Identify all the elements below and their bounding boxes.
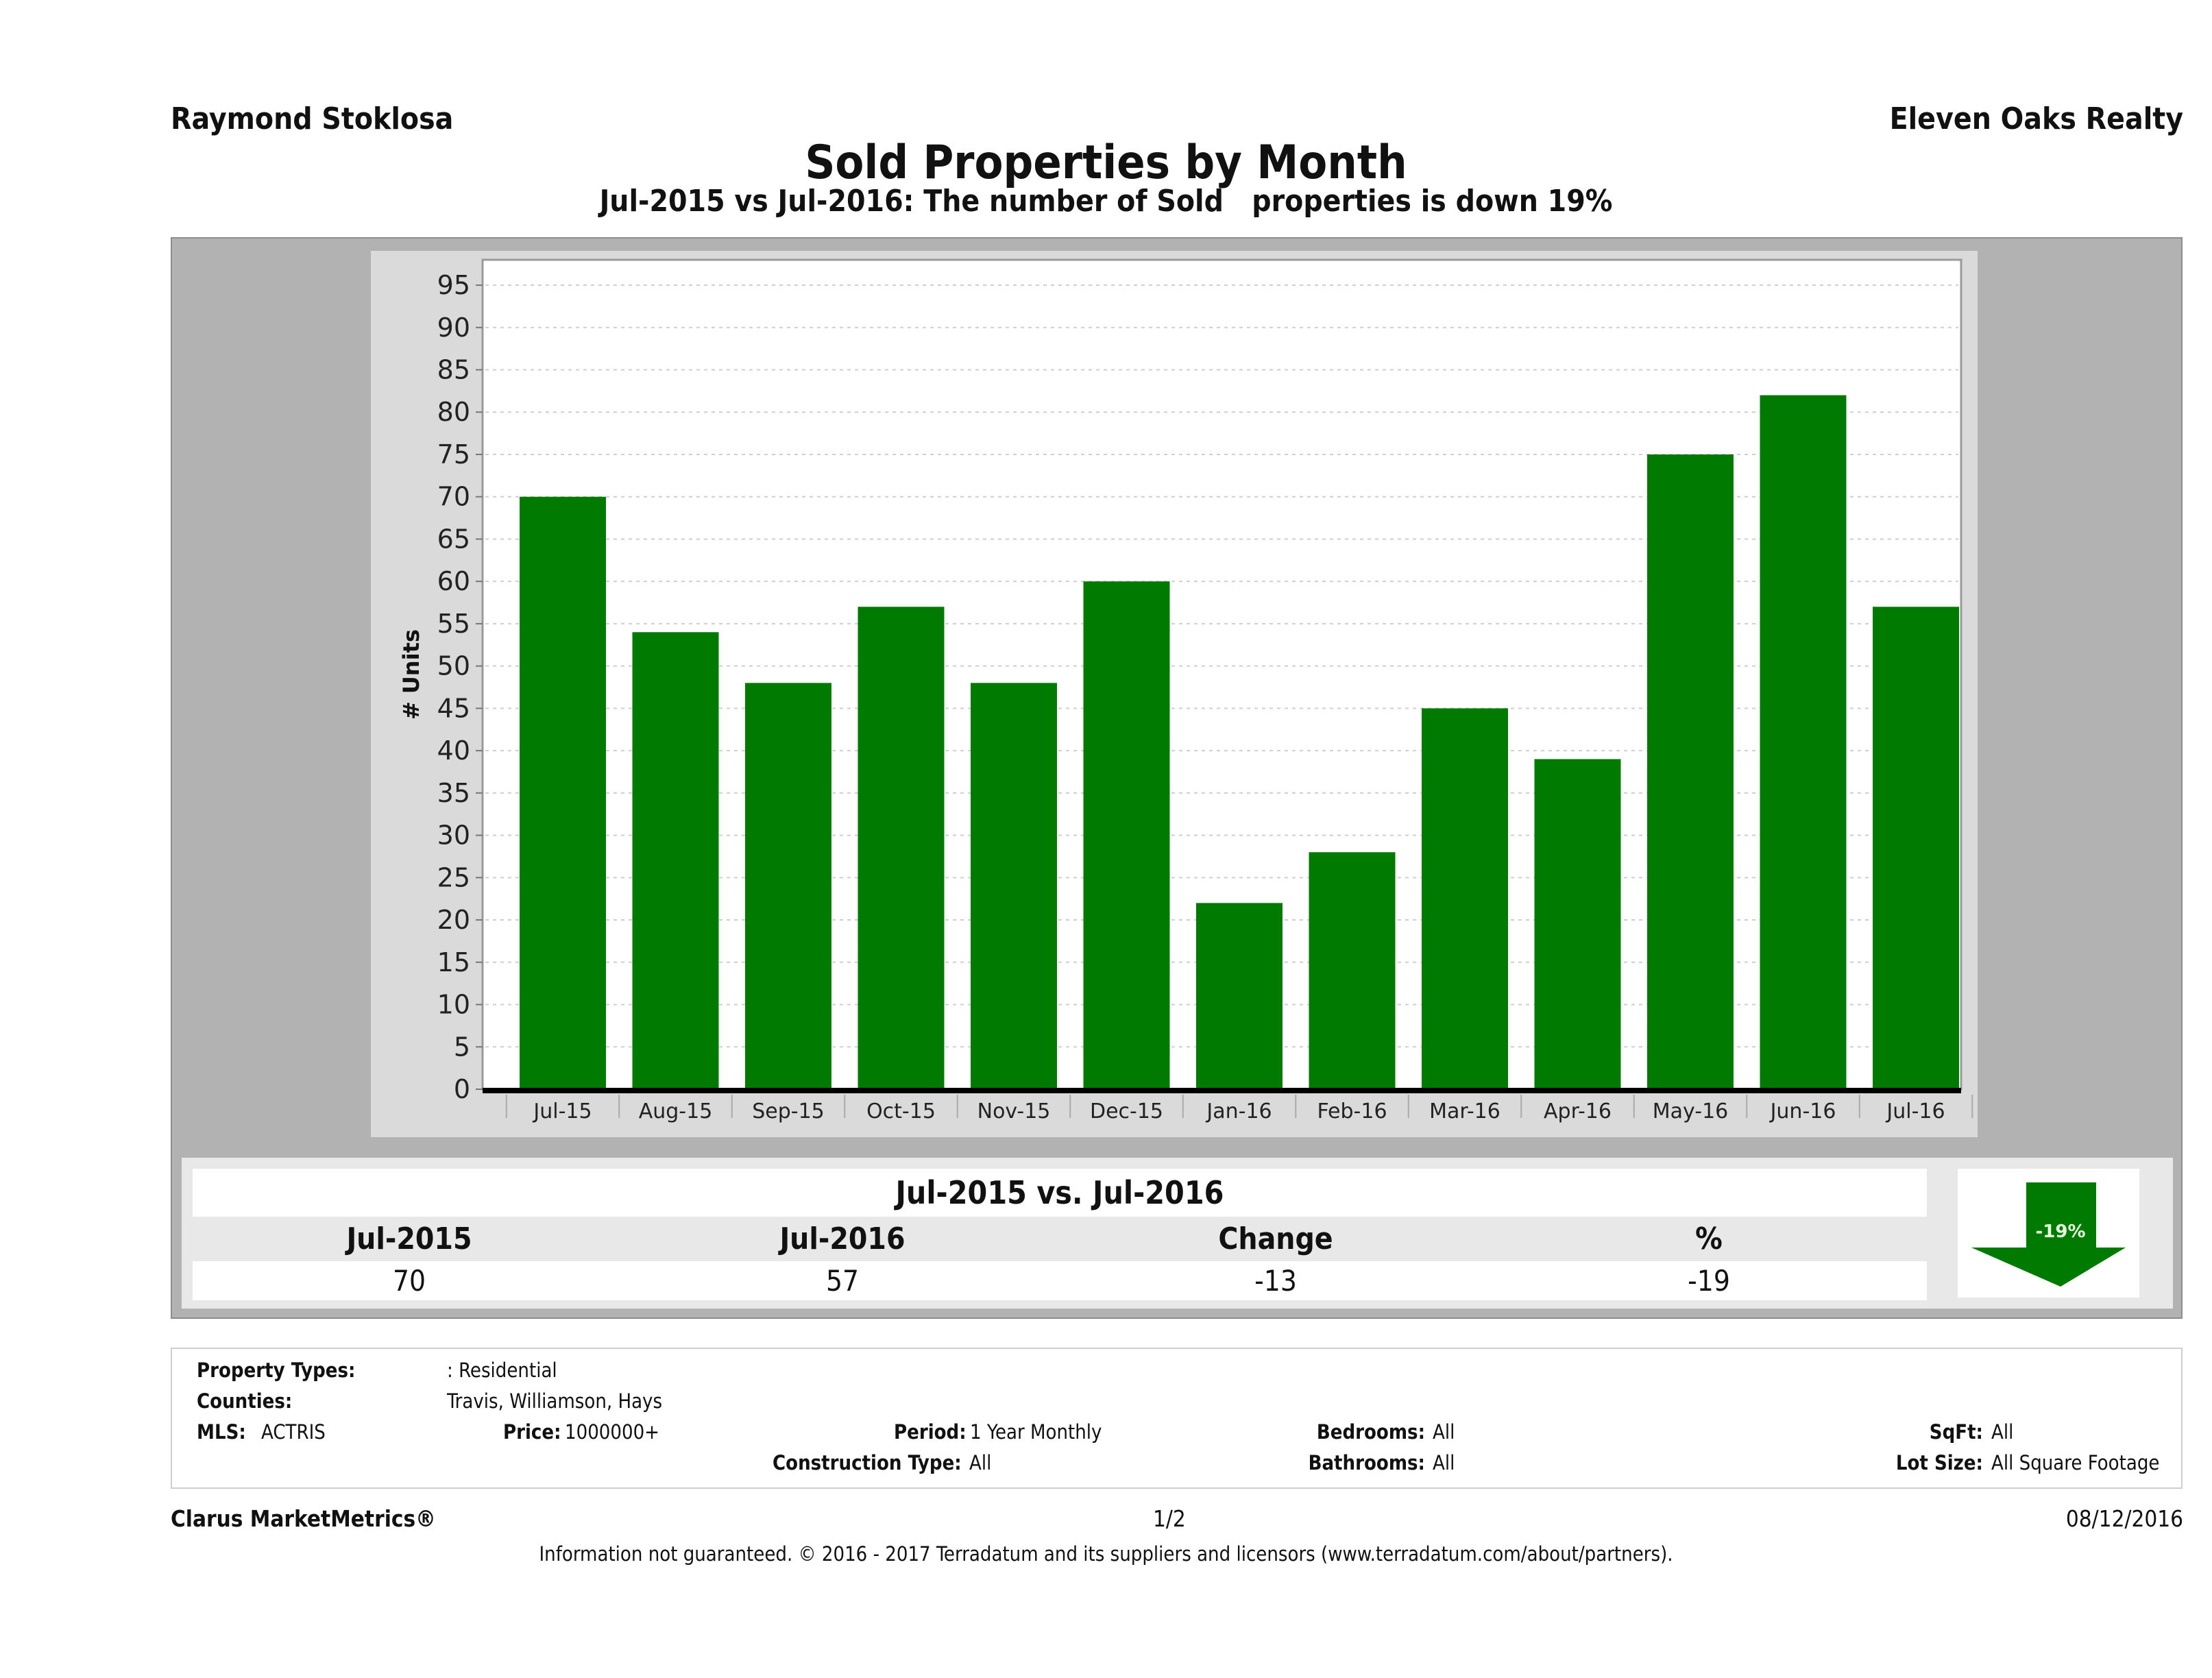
bar-nov-15 — [971, 683, 1057, 1089]
bathrooms-value: All — [1433, 1451, 1455, 1474]
summary-value-row: 70 57 -13 -19 — [193, 1261, 1927, 1300]
sqft-label: SqFt: — [1929, 1420, 1983, 1444]
agent-name: Raymond Stoklosa — [171, 101, 454, 136]
header-change: Change — [1218, 1221, 1333, 1256]
y-tick-label: 55 — [437, 609, 470, 639]
criteria-box: Property Types: : Residential Counties: … — [171, 1348, 2183, 1489]
lot-size-value: All Square Footage — [1991, 1451, 2160, 1474]
y-tick-label: 85 — [437, 355, 470, 385]
y-tick-label: 80 — [437, 397, 470, 427]
bar-may-16 — [1647, 454, 1734, 1089]
x-tick-label: Sep-15 — [752, 1099, 825, 1123]
x-tick-label: Feb-16 — [1317, 1099, 1387, 1123]
property-types-label: Property Types: — [197, 1359, 356, 1382]
bar-aug-15 — [632, 632, 719, 1089]
report-subtitle: Jul-2015 vs Jul-2016: The number of Sold… — [599, 184, 1613, 219]
bar-jan-16 — [1196, 903, 1283, 1089]
y-tick-label: 25 — [437, 862, 470, 892]
bar-apr-16 — [1534, 759, 1621, 1089]
construction-type-label: Construction Type: — [773, 1451, 962, 1474]
period-value: 1 Year Monthly — [970, 1420, 1102, 1444]
sqft-value: All — [1991, 1420, 2014, 1444]
x-tick-label: Jan-16 — [1205, 1099, 1272, 1123]
report-date: 08/12/2016 — [2065, 1505, 2183, 1532]
header-percent: % — [1695, 1221, 1723, 1256]
brand-name: Clarus MarketMetrics® — [171, 1505, 436, 1532]
change-badge: -19% — [1958, 1169, 2139, 1298]
bedrooms-value: All — [1433, 1420, 1455, 1444]
y-tick-label: 20 — [437, 905, 470, 935]
mls-value: ACTRIS — [261, 1420, 326, 1444]
summary-title: Jul-2015 vs. Jul-2016 — [895, 1174, 1224, 1211]
bar-chart: 0 5 10 15 20 25 30 35 40 45 50 55 60 65 70 75 80 85 90 95 J… — [398, 258, 1973, 1123]
price-label: Price: — [503, 1420, 561, 1444]
summary-header-row: Jul-2015 Jul-2016 Change % — [193, 1217, 1927, 1261]
x-tick-label: Nov-15 — [977, 1099, 1051, 1123]
bathrooms-label: Bathrooms: — [1308, 1451, 1425, 1474]
y-tick-label: 35 — [437, 778, 470, 808]
bar-oct-15 — [858, 607, 945, 1089]
bedrooms-label: Bedrooms: — [1316, 1420, 1425, 1444]
disclaimer: Information not guaranteed. © 2016 - 201… — [539, 1542, 1673, 1566]
x-tick-label: Apr-16 — [1544, 1099, 1612, 1123]
y-tick-label: 95 — [437, 270, 470, 300]
value-percent: -19 — [1688, 1264, 1730, 1298]
y-tick-label: 50 — [437, 651, 470, 681]
value-change: -13 — [1254, 1264, 1297, 1298]
value-jul-2016: 57 — [825, 1264, 860, 1298]
y-tick-label: 30 — [437, 820, 470, 851]
x-tick-label: Oct-15 — [866, 1099, 936, 1123]
bar-mar-16 — [1422, 708, 1508, 1089]
y-tick-label: 45 — [437, 693, 470, 723]
page-number: 1/2 — [1153, 1505, 1186, 1532]
y-tick-label: 70 — [437, 482, 470, 512]
price-value: 1000000+ — [565, 1420, 660, 1444]
counties-label: Counties: — [197, 1389, 293, 1413]
y-tick-label: 60 — [437, 566, 470, 596]
value-jul-2015: 70 — [392, 1264, 426, 1298]
y-tick-label: 10 — [437, 990, 470, 1020]
bar-feb-16 — [1309, 852, 1396, 1089]
x-tick-label: Jul-16 — [1885, 1099, 1945, 1123]
y-tick-label: 65 — [437, 524, 470, 554]
bar-sep-15 — [745, 683, 831, 1089]
header-jul-2015: Jul-2015 — [346, 1221, 472, 1256]
report-title: Sold Properties by Month — [805, 136, 1407, 190]
y-tick-label: 15 — [437, 947, 470, 977]
x-tick-label: Jun-16 — [1769, 1099, 1836, 1123]
x-tick-label: Dec-15 — [1090, 1099, 1163, 1123]
summary-title-row: Jul-2015 vs. Jul-2016 — [193, 1169, 1927, 1217]
mls-label: MLS: — [197, 1420, 246, 1444]
x-tick-label: Jul-15 — [532, 1099, 592, 1123]
y-tick-label: 90 — [437, 313, 470, 343]
y-tick-label: 0 — [454, 1074, 470, 1104]
bar-jun-16 — [1760, 395, 1847, 1089]
badge-text: -19% — [2035, 1221, 2085, 1242]
down-arrow-icon: -19% — [1971, 1182, 2126, 1287]
y-tick-label: 40 — [437, 735, 470, 766]
y-tick-label: 5 — [454, 1032, 470, 1062]
bar-jul-16 — [1873, 607, 1959, 1089]
bars — [520, 395, 1959, 1089]
counties-value: Travis, Williamson, Hays — [447, 1389, 663, 1413]
y-tick-label: 75 — [437, 439, 470, 470]
lot-size-label: Lot Size: — [1895, 1451, 1983, 1474]
property-types-value: : Residential — [447, 1359, 557, 1382]
company-name: Eleven Oaks Realty — [1889, 101, 2183, 136]
x-axis-ticks: Jul-15 Aug-15 Sep-15 Oct-15 Nov-15 Dec-15 Jan-… — [505, 1095, 1973, 1123]
y-axis-ticks: 0 5 10 15 20 25 30 35 40 45 50 55 60 65 70 75 80 85 90 95 — [437, 270, 483, 1104]
x-tick-label: Aug-15 — [639, 1099, 713, 1123]
header-jul-2016: Jul-2016 — [779, 1221, 906, 1256]
bar-dec-15 — [1083, 581, 1170, 1089]
y-axis-label: # Units — [398, 629, 424, 720]
x-tick-label: May-16 — [1653, 1099, 1729, 1123]
construction-type-value: All — [969, 1451, 992, 1474]
period-label: Period: — [894, 1420, 967, 1444]
comparison-summary: Jul-2015 vs. Jul-2016 Jul-2015 Jul-2016 … — [182, 1158, 2173, 1309]
x-tick-label: Mar-16 — [1429, 1099, 1500, 1123]
bar-jul-15 — [520, 496, 606, 1089]
